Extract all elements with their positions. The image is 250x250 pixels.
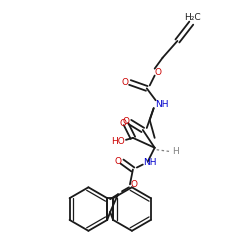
Text: NH: NH (143, 158, 156, 167)
Text: H: H (172, 147, 179, 156)
Text: O: O (114, 157, 121, 166)
Text: NH: NH (155, 100, 168, 109)
Text: O: O (122, 78, 128, 87)
Text: O: O (122, 116, 130, 126)
Text: H₂C: H₂C (184, 13, 200, 22)
Text: O: O (130, 180, 138, 189)
Text: O: O (154, 68, 161, 77)
Text: O: O (120, 118, 126, 128)
Text: HO: HO (111, 137, 125, 146)
